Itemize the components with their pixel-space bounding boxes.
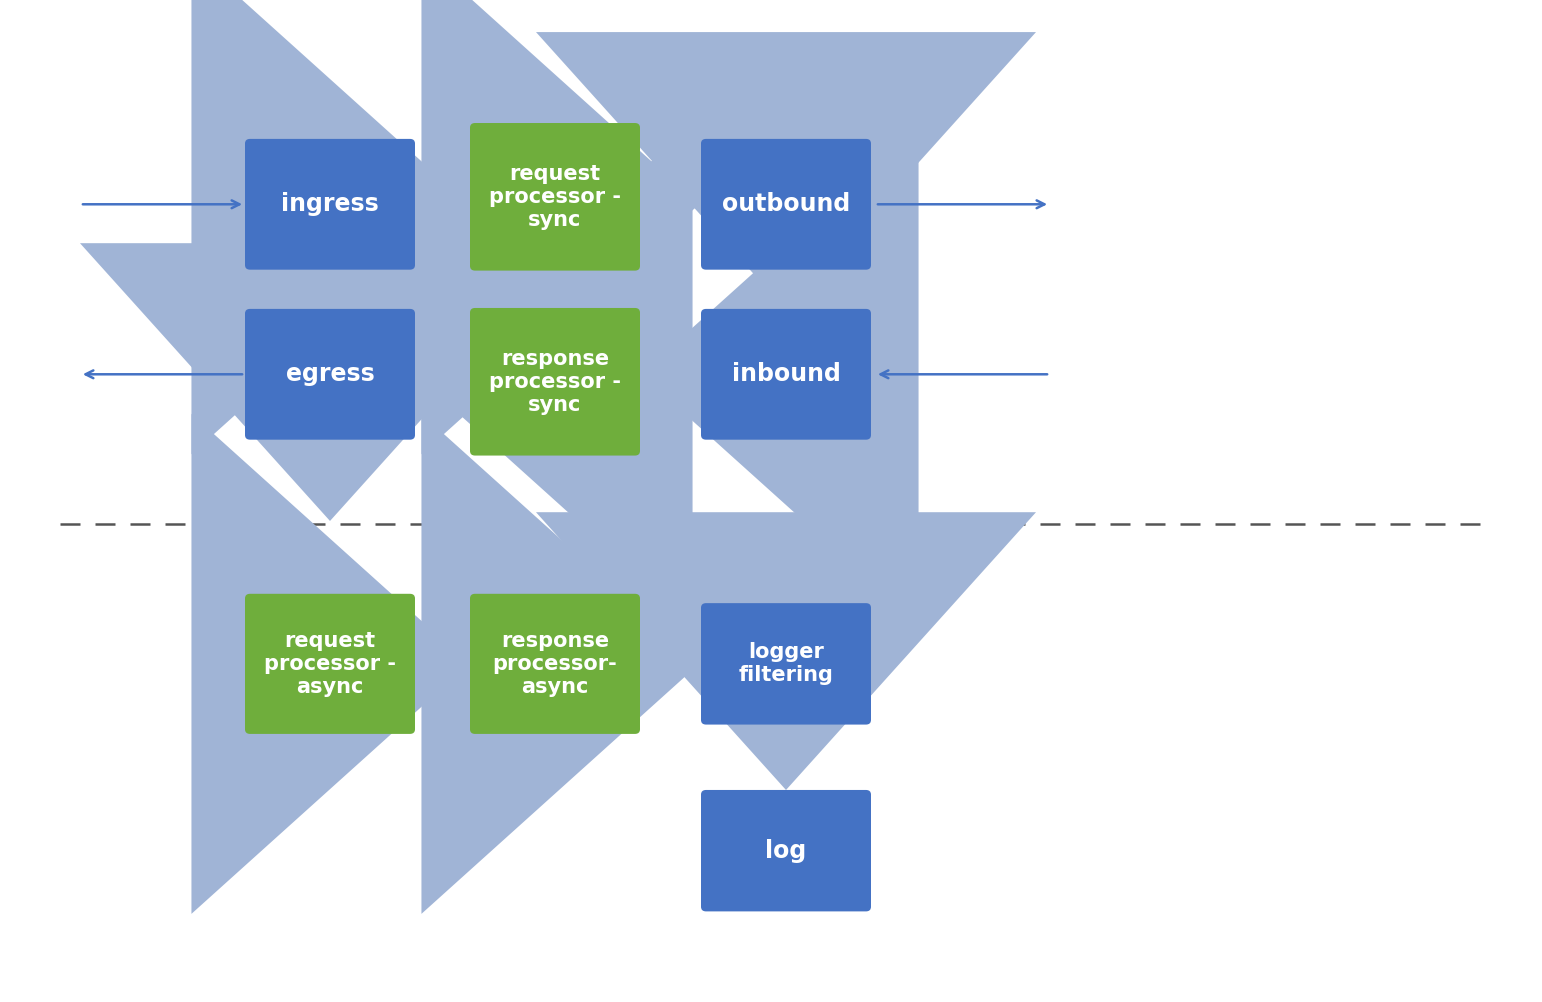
FancyBboxPatch shape (702, 139, 871, 270)
FancyBboxPatch shape (245, 594, 415, 733)
FancyBboxPatch shape (702, 790, 871, 912)
Text: inbound: inbound (731, 363, 840, 387)
Text: logger
filtering: logger filtering (739, 642, 833, 685)
FancyBboxPatch shape (245, 309, 415, 440)
Text: egress: egress (285, 363, 375, 387)
Text: request
processor -
sync: request processor - sync (489, 163, 621, 230)
FancyBboxPatch shape (702, 603, 871, 724)
FancyBboxPatch shape (470, 308, 640, 456)
Text: log: log (765, 839, 806, 863)
FancyBboxPatch shape (245, 139, 415, 270)
Text: ingress: ingress (281, 192, 379, 216)
Text: request
processor -
async: request processor - async (264, 630, 396, 697)
Text: outbound: outbound (722, 192, 850, 216)
FancyBboxPatch shape (702, 309, 871, 440)
Text: response
processor-
async: response processor- async (492, 630, 617, 697)
FancyBboxPatch shape (470, 594, 640, 733)
FancyBboxPatch shape (470, 123, 640, 271)
Text: response
processor -
sync: response processor - sync (489, 349, 621, 415)
